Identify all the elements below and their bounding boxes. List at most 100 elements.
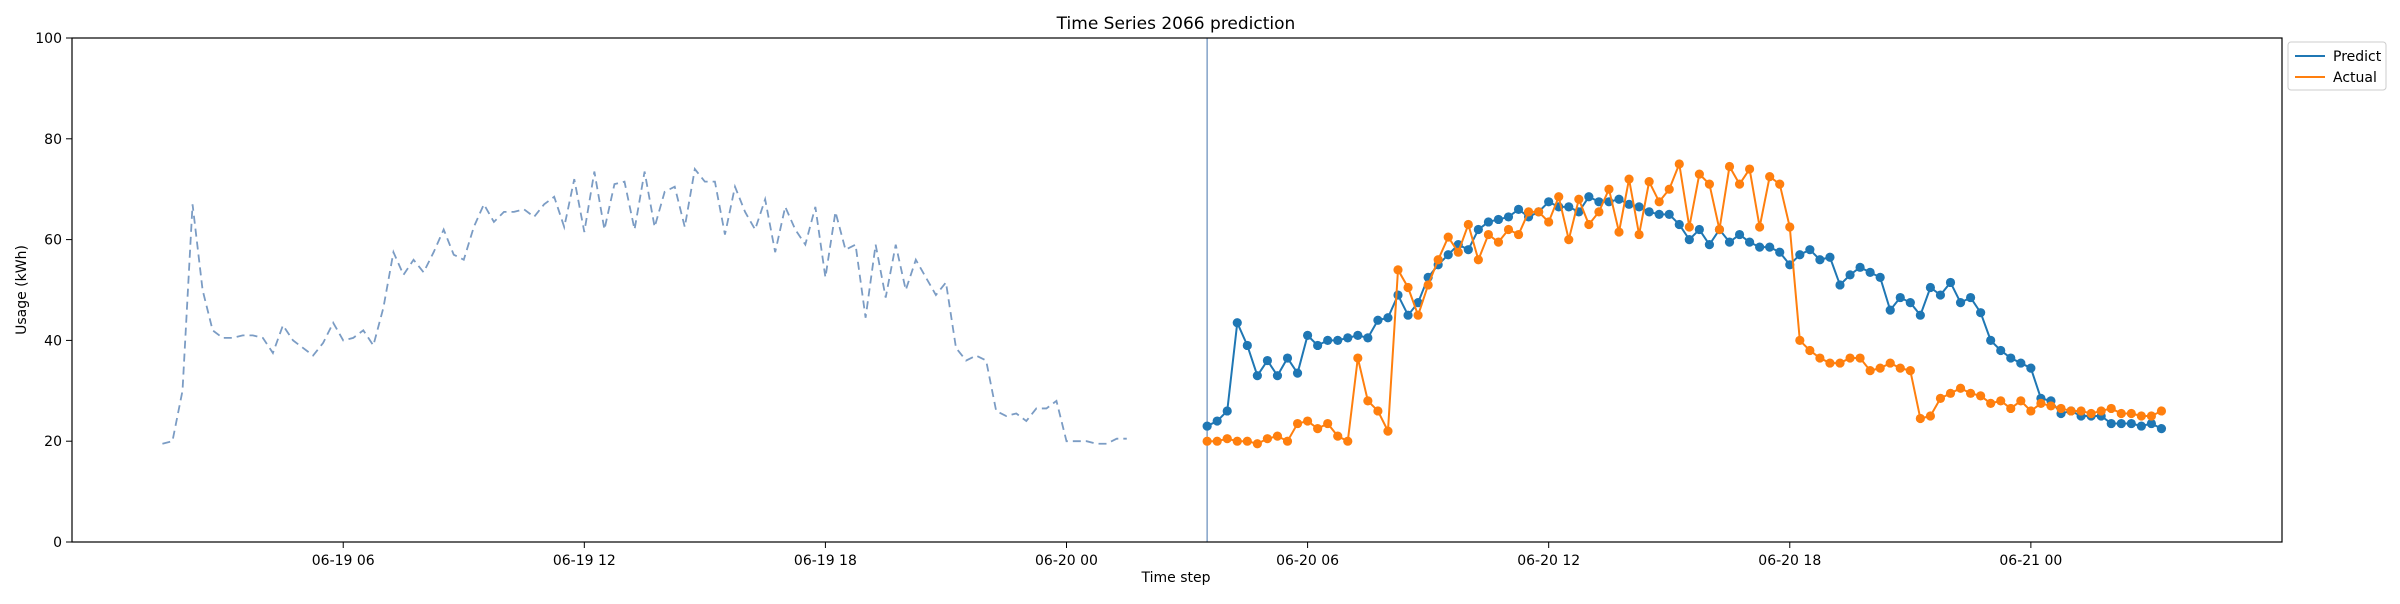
predict-point [1242, 340, 1252, 351]
predict-point [2016, 358, 2026, 368]
predict-point [1965, 292, 1976, 303]
predict-point [1694, 224, 1704, 235]
legend: Predict Actual [2287, 41, 2387, 91]
y-tick-label: 40 [44, 333, 62, 349]
predict-point [1724, 237, 1735, 247]
predict-point [1795, 250, 1805, 260]
actual-point [1423, 280, 1433, 290]
actual-point [1363, 396, 1373, 406]
predict-point [1262, 355, 1273, 366]
actual-point [1694, 169, 1704, 179]
predict-point [1865, 267, 1875, 277]
actual-point [1513, 229, 1524, 240]
actual-point [1503, 224, 1514, 235]
actual-point [1413, 310, 1423, 320]
predict-point [2006, 353, 2016, 363]
x-tick-label: 06-21 00 [1999, 553, 2062, 569]
predict-point [1383, 313, 1393, 323]
predict-point [1915, 310, 1925, 320]
actual-point [1443, 232, 1453, 242]
predict-point [1222, 406, 1232, 416]
actual-point [1242, 436, 1252, 446]
predict-point [1232, 318, 1242, 328]
actual-point [1433, 255, 1443, 265]
actual-point [2086, 408, 2096, 419]
predict-point [1212, 416, 1222, 426]
actual-point [1483, 229, 1494, 240]
actual-point [1744, 164, 1755, 174]
actual-point [1574, 194, 1584, 204]
actual-point [1554, 192, 1564, 202]
predict-point [1503, 212, 1514, 222]
actual-point [1935, 393, 1946, 403]
actual-point [1212, 436, 1222, 446]
x-tick-label: 06-20 12 [1517, 553, 1580, 569]
actual-point [1986, 398, 1996, 408]
predict-point [1996, 345, 2006, 356]
predict-point [1885, 305, 1895, 315]
y-tick-label: 20 [44, 434, 62, 450]
predict-point [1403, 310, 1413, 320]
actual-point [2056, 403, 2066, 414]
actual-point [1523, 207, 1534, 217]
actual-point [1915, 413, 1925, 424]
legend-label-actual: Actual [2333, 70, 2377, 86]
predict-point [1513, 204, 1524, 214]
x-axis-label: Time step [1141, 570, 1211, 586]
actual-point [1644, 177, 1654, 187]
predict-point [1674, 219, 1684, 230]
predict-point [1744, 237, 1755, 247]
actual-point [1373, 406, 1383, 416]
predict-point [1202, 421, 1212, 431]
actual-point [1714, 224, 1725, 235]
y-tick-label: 80 [44, 132, 62, 148]
predict-point [1775, 247, 1785, 257]
actual-point [1534, 207, 1544, 217]
predict-point [1825, 252, 1835, 262]
actual-point [1785, 222, 1795, 232]
predict-point [1935, 290, 1946, 300]
actual-point [1664, 184, 1674, 194]
actual-point [1895, 363, 1905, 373]
predict-point [1664, 209, 1674, 219]
predict-point [1363, 333, 1373, 343]
predict-point [2156, 424, 2167, 434]
predict-point [1925, 282, 1936, 293]
actual-point [1965, 388, 1976, 398]
actual-point [1302, 416, 1313, 426]
y-tick-label: 100 [35, 31, 62, 47]
actual-point [1755, 222, 1765, 232]
predict-point [1895, 292, 1905, 303]
actual-point [1272, 431, 1283, 441]
actual-point [1634, 229, 1644, 240]
predict-point [1644, 207, 1654, 217]
predict-point [1483, 217, 1494, 227]
actual-point [1604, 184, 1614, 194]
x-tick-label: 06-19 12 [553, 553, 616, 569]
predict-point [1373, 315, 1383, 325]
predict-point [1955, 298, 1966, 308]
actual-point [1955, 383, 1966, 393]
predict-point [1654, 209, 1664, 219]
actual-point [1775, 179, 1785, 189]
actual-point [2046, 401, 2056, 411]
actual-point [1825, 358, 1835, 368]
actual-point [1383, 426, 1393, 436]
x-tick-label: 06-20 00 [1035, 553, 1098, 569]
actual-point [1292, 418, 1303, 429]
plot-area [162, 38, 2167, 542]
actual-point [1976, 391, 1986, 401]
actual-point [1805, 345, 1815, 356]
actual-point [1313, 424, 1323, 434]
legend-label-predict: Predict [2333, 49, 2382, 65]
predict-point [1323, 335, 1333, 345]
actual-point [1815, 353, 1825, 363]
actual-point [1564, 235, 1574, 245]
actual-point [1684, 222, 1694, 232]
actual-point [2096, 406, 2106, 416]
actual-point [1343, 436, 1353, 446]
predict-point [1252, 371, 1262, 381]
actual-point [1734, 179, 1745, 189]
actual-point [1262, 434, 1273, 444]
